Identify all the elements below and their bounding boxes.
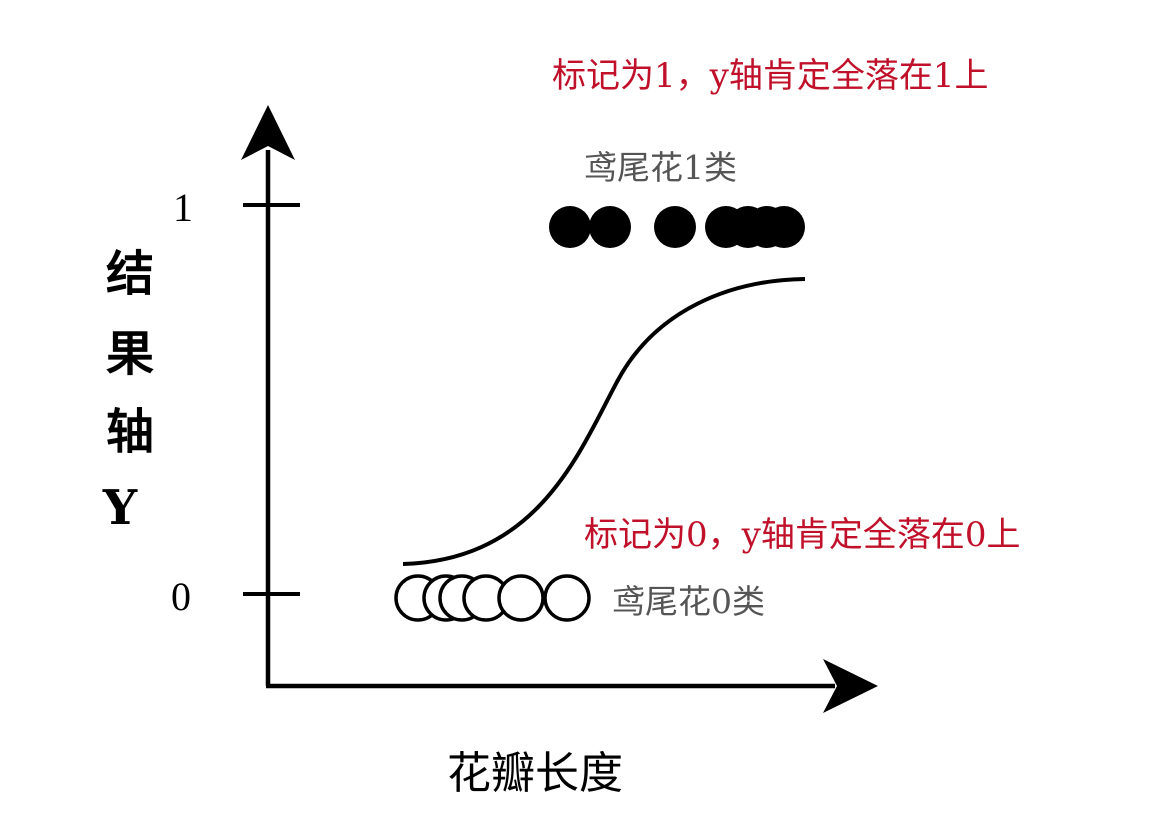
tick-label-1: 1 <box>173 185 193 230</box>
class0-label: 鸢尾花0类 <box>612 582 765 621</box>
class1-point <box>654 206 696 248</box>
class1-points <box>549 206 805 248</box>
x-axis-title: 花瓣长度 <box>447 748 623 799</box>
class0-annotation: 标记为0，y轴肯定全落在0上 <box>584 515 1020 555</box>
y-axis-title: 结 果 轴 Y <box>102 246 154 536</box>
tick-label-0: 0 <box>171 574 191 619</box>
y-axis-title-char: 结 <box>106 246 154 302</box>
x-axis-arrow <box>823 659 878 713</box>
y-axis-title-char: Y <box>102 480 138 536</box>
y-axis-title-char: 果 <box>106 326 154 382</box>
sigmoid-curve <box>402 277 806 566</box>
class1-point <box>589 206 631 248</box>
class0-point <box>497 574 545 622</box>
class1-point <box>549 206 591 248</box>
class0-points <box>394 574 591 622</box>
class1-label: 鸢尾花1类 <box>584 148 737 187</box>
axes <box>241 105 878 713</box>
y-axis-title-char: 轴 <box>106 404 154 460</box>
class0-point <box>543 574 591 622</box>
class1-point <box>763 206 805 248</box>
class1-annotation: 标记为1，y轴肯定全落在1上 <box>552 56 988 96</box>
y-axis-arrow <box>241 105 295 160</box>
